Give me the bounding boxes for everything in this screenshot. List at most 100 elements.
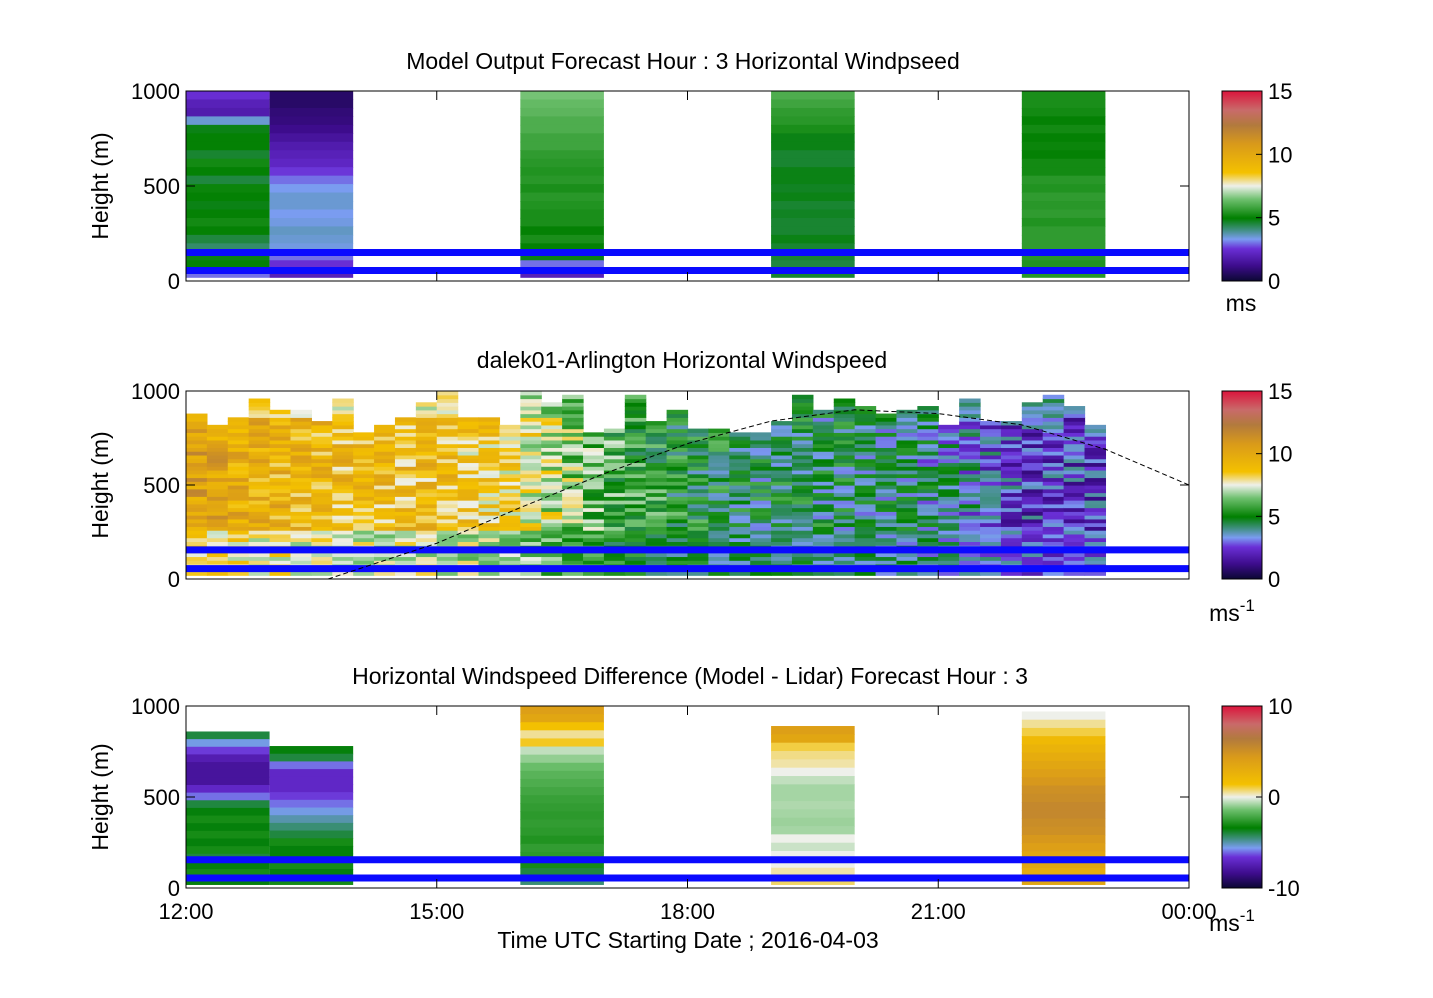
heatmap-cell <box>1084 466 1107 471</box>
heatmap-cell <box>186 541 208 546</box>
heatmap-cell <box>1042 552 1065 558</box>
heatmap-cell <box>478 424 501 430</box>
colorbar-tick-label: 0 <box>1268 269 1280 294</box>
heatmap-cell <box>771 801 855 810</box>
heatmap-cell <box>206 560 229 565</box>
heatmap-cell <box>415 439 438 445</box>
heatmap-cell <box>938 560 960 565</box>
heatmap-cell <box>520 469 542 475</box>
heatmap-cell <box>311 496 333 501</box>
heatmap-cell <box>1042 417 1065 422</box>
heatmap-cell <box>980 571 1002 576</box>
heatmap-cell <box>541 473 563 479</box>
heatmap-cell <box>708 500 730 505</box>
heatmap-cell <box>603 537 626 542</box>
heatmap-cell <box>666 409 689 415</box>
heatmap-cell <box>624 462 647 467</box>
heatmap-cell <box>186 201 270 211</box>
heatmap-cell <box>624 488 647 494</box>
heatmap-cell <box>457 533 480 539</box>
heatmap-cell <box>666 507 689 512</box>
heatmap-cell <box>645 454 668 460</box>
heatmap-cell <box>269 243 354 253</box>
colorbar-tick-label: 5 <box>1268 504 1280 529</box>
heatmap-cell <box>854 469 877 475</box>
heatmap-cell <box>1000 518 1023 524</box>
heatmap-cell <box>394 511 417 516</box>
heatmap-cell <box>520 795 604 804</box>
heatmap-cell <box>791 477 814 482</box>
heatmap-cell <box>603 560 626 565</box>
heatmap-cell <box>687 451 709 456</box>
heatmap-cell <box>980 443 1002 448</box>
heatmap-cell <box>791 454 814 460</box>
heatmap-cell <box>332 466 354 471</box>
heatmap-cell <box>541 552 563 558</box>
heatmap-cell <box>1042 469 1065 475</box>
heatmap-cell <box>520 260 604 270</box>
heatmap-cell <box>332 526 354 531</box>
heatmap-cell <box>227 432 250 437</box>
heatmap-cell <box>896 458 918 464</box>
heatmap-cell <box>1084 496 1107 501</box>
heatmap-cell <box>248 454 271 460</box>
heatmap-cell <box>206 454 229 460</box>
heatmap-cell <box>290 458 312 464</box>
heatmap-cell <box>290 518 312 524</box>
heatmap-cell <box>520 466 542 471</box>
heatmap-cell <box>353 466 375 471</box>
heatmap-cell <box>771 751 855 760</box>
heatmap-cell <box>520 533 542 539</box>
heatmap-cell <box>353 436 375 441</box>
heatmap-cell <box>520 851 604 861</box>
heatmap-cell <box>227 421 250 426</box>
heatmap-cell <box>917 537 939 542</box>
heatmap-cell <box>311 473 333 479</box>
heatmap-cell <box>186 526 208 531</box>
heatmap-cell <box>666 541 689 546</box>
heatmap-cell <box>520 406 542 411</box>
heatmap-cell <box>332 477 354 482</box>
heatmap-cell <box>353 469 375 475</box>
heatmap-cell <box>332 500 354 505</box>
heatmap-cell <box>457 473 480 479</box>
heatmap-cell <box>645 571 668 576</box>
heatmap-cell <box>959 571 981 576</box>
heatmap-cell <box>1063 518 1086 524</box>
heatmap-cell <box>624 530 647 535</box>
heatmap-cell <box>771 133 855 143</box>
heatmap-cell <box>186 451 208 456</box>
heatmap-cell <box>771 481 793 486</box>
heatmap-cell <box>394 533 417 539</box>
heatmap-cell <box>624 424 647 430</box>
heatmap-cell <box>624 406 647 411</box>
colorbar <box>1221 90 1263 282</box>
heatmap-cell <box>186 815 270 824</box>
heatmap-cell <box>1084 556 1107 561</box>
heatmap-cell <box>708 451 730 456</box>
heatmap-cell <box>603 454 626 460</box>
heatmap-cell <box>833 462 856 467</box>
panel-model-output: Model Output Forecast Hour : 3 Horizonta… <box>87 48 1292 316</box>
heatmap-cell <box>1042 436 1065 441</box>
heatmap-cell <box>1021 507 1044 512</box>
heatmap-cell <box>666 556 689 561</box>
heatmap-cell <box>248 469 271 475</box>
heatmap-cell <box>666 526 689 531</box>
heatmap-cell <box>1042 428 1065 433</box>
heatmap-cell <box>186 133 270 143</box>
heatmap-cell <box>896 507 918 512</box>
heatmap-cell <box>248 421 271 426</box>
heatmap-cell <box>227 462 250 467</box>
heatmap-cell <box>583 507 605 512</box>
heatmap-cell <box>771 184 855 194</box>
x-axis-tick-labels: 12:00 15:00 18:00 21:00 00:00 <box>158 899 1216 924</box>
heatmap-cell <box>1021 867 1106 877</box>
heatmap-cell <box>896 481 918 486</box>
heatmap-cell <box>854 413 877 418</box>
heatmap-cell <box>729 556 751 561</box>
heatmap-cell <box>269 141 354 151</box>
heatmap-cell <box>708 552 730 558</box>
heatmap-cell <box>917 469 939 475</box>
heatmap-cell <box>896 436 918 441</box>
